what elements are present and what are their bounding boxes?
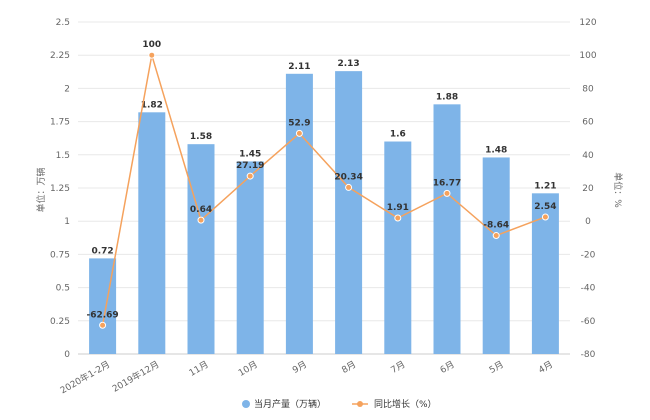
- legend-line-marker: [357, 401, 363, 407]
- line-point: [443, 189, 451, 197]
- right-tick-label: 60: [582, 118, 594, 128]
- line-data-label: 100: [142, 40, 161, 50]
- right-tick-label: -80: [581, 350, 596, 360]
- right-tick-label: -60: [581, 317, 596, 327]
- right-tick-label: 100: [579, 51, 596, 61]
- line-data-label: 52.9: [288, 118, 310, 128]
- x-tick-label: 4月: [537, 359, 555, 376]
- legend-bar-label: 当月产量（万辆）: [254, 398, 326, 410]
- line-point: [345, 183, 353, 191]
- left-axis-title: 单位：万辆: [35, 167, 47, 212]
- left-tick-label: 2.5: [56, 18, 70, 28]
- bar-data-label: 1.48: [485, 145, 507, 155]
- line-point: [197, 216, 205, 224]
- left-tick-label: 0.25: [50, 317, 70, 327]
- bar-data-label: 2.13: [337, 59, 359, 69]
- legend: 当月产量（万辆） 同比增长（%）: [242, 398, 437, 410]
- bar-data-label: 1.82: [141, 100, 163, 110]
- bar-data-label: 2.11: [288, 62, 310, 72]
- x-tick-label: 7月: [389, 359, 407, 376]
- line-data-label: -62.69: [86, 310, 118, 320]
- x-tick-label: 6月: [438, 359, 456, 376]
- left-tick-label: 2.25: [50, 51, 70, 61]
- line-point: [492, 232, 500, 240]
- line-data-label: 27.19: [236, 161, 264, 171]
- line-data-labels: -62.69 100 0.64 27.19 52.9 20.34 1.91 16.77 -8.6…: [86, 40, 556, 320]
- bar: [335, 71, 363, 355]
- line-data-label: 2.54: [534, 202, 556, 212]
- x-tick-label: 5月: [487, 359, 505, 376]
- line-data-label: 20.34: [334, 172, 362, 182]
- line-data-label: 16.77: [433, 178, 461, 188]
- left-tick-label: 0: [64, 350, 70, 360]
- right-tick-label: 120: [579, 18, 596, 28]
- x-tick-label: 9月: [291, 359, 309, 376]
- bar: [187, 144, 215, 354]
- left-tick-label: 0.75: [50, 250, 70, 260]
- left-tick-label: 1.5: [56, 151, 70, 161]
- left-tick-label: 0.5: [56, 284, 70, 294]
- x-tick-label: 8月: [340, 359, 358, 376]
- legend-line-label: 同比增长（%）: [374, 398, 437, 410]
- bar: [384, 141, 412, 354]
- line-point: [99, 321, 107, 329]
- x-tick-label: 10月: [236, 359, 259, 379]
- x-tick-label: 11月: [187, 359, 210, 379]
- bar-data-label: 1.45: [239, 149, 261, 159]
- bar-data-label: 1.88: [436, 92, 458, 102]
- right-tick-label: 20: [582, 184, 594, 194]
- left-tick-label: 1.25: [50, 184, 70, 194]
- line-point: [541, 213, 549, 221]
- right-tick-label: 0: [585, 217, 591, 227]
- bar: [236, 161, 264, 354]
- left-tick-label: 1.75: [50, 118, 70, 128]
- bar-data-label: 1.58: [190, 132, 212, 142]
- line-point: [394, 214, 402, 222]
- x-tick-label: 2019年12月: [110, 358, 161, 395]
- right-tick-label: 40: [582, 151, 594, 161]
- left-tick-label: 2: [64, 84, 70, 94]
- line-data-label: -8.64: [483, 221, 509, 231]
- line-data-label: 0.64: [190, 205, 212, 215]
- line-point: [246, 172, 254, 180]
- line-series: [99, 51, 549, 329]
- right-axis-title: 单位：%: [612, 172, 624, 208]
- bar-data-label: 1.6: [390, 130, 406, 140]
- right-tick-label: -20: [581, 250, 596, 260]
- right-tick-label: 80: [582, 84, 594, 94]
- bar-data-labels: 0.72 1.82 1.58 1.45 2.11 2.13 1.6 1.88 1.48 1.21: [91, 59, 556, 256]
- line-point: [295, 129, 303, 137]
- legend-bar-swatch: [242, 400, 250, 408]
- right-tick-label: -40: [581, 284, 596, 294]
- right-axis-ticks: -80 -60 -40 -20 0 20 40 60 80 100 120: [579, 18, 596, 360]
- bar: [482, 157, 510, 354]
- growth-line: [101, 54, 546, 326]
- bar-data-label: 1.21: [534, 181, 556, 191]
- bar: [433, 104, 461, 354]
- left-tick-label: 1: [64, 217, 70, 227]
- bar: [285, 73, 313, 355]
- line-data-label: 1.91: [387, 203, 409, 213]
- bar: [138, 112, 166, 354]
- bar-data-label: 0.72: [91, 246, 113, 256]
- left-axis-ticks: 0 0.25 0.5 0.75 1 1.25 1.5 1.75 2 2.25 2.5: [50, 18, 70, 360]
- bar-series: [89, 71, 559, 355]
- line-point: [148, 51, 156, 59]
- x-tick-label: 2020年1-2月: [58, 358, 112, 396]
